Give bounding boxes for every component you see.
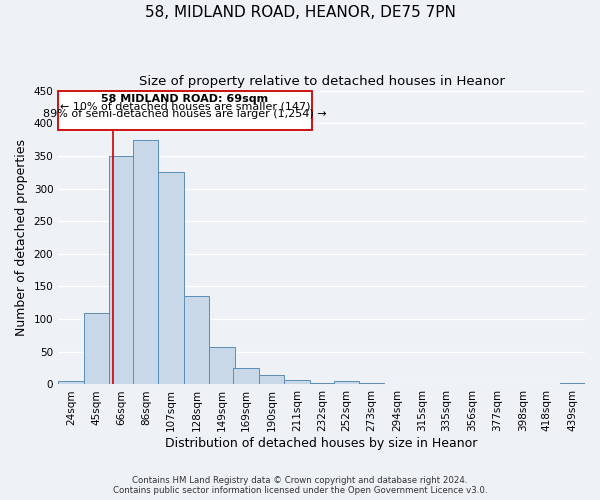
Bar <box>359 383 385 384</box>
Bar <box>233 368 259 384</box>
Title: Size of property relative to detached houses in Heanor: Size of property relative to detached ho… <box>139 75 505 88</box>
Bar <box>133 140 158 384</box>
Text: Contains HM Land Registry data © Crown copyright and database right 2024.
Contai: Contains HM Land Registry data © Crown c… <box>113 476 487 495</box>
Text: 58 MIDLAND ROAD: 69sqm: 58 MIDLAND ROAD: 69sqm <box>101 94 269 104</box>
Bar <box>83 312 109 384</box>
Text: 58, MIDLAND ROAD, HEANOR, DE75 7PN: 58, MIDLAND ROAD, HEANOR, DE75 7PN <box>145 5 455 20</box>
Bar <box>58 381 83 384</box>
Bar <box>284 380 310 384</box>
FancyBboxPatch shape <box>58 90 312 130</box>
Bar <box>184 296 209 384</box>
Bar <box>158 172 184 384</box>
Bar <box>209 347 235 385</box>
Bar <box>310 383 335 384</box>
Bar <box>334 380 359 384</box>
Y-axis label: Number of detached properties: Number of detached properties <box>15 139 28 336</box>
Text: 89% of semi-detached houses are larger (1,254) →: 89% of semi-detached houses are larger (… <box>43 109 327 119</box>
Bar <box>109 156 134 384</box>
Bar <box>259 374 284 384</box>
Bar <box>560 383 585 384</box>
Text: ← 10% of detached houses are smaller (147): ← 10% of detached houses are smaller (14… <box>60 102 310 112</box>
X-axis label: Distribution of detached houses by size in Heanor: Distribution of detached houses by size … <box>166 437 478 450</box>
